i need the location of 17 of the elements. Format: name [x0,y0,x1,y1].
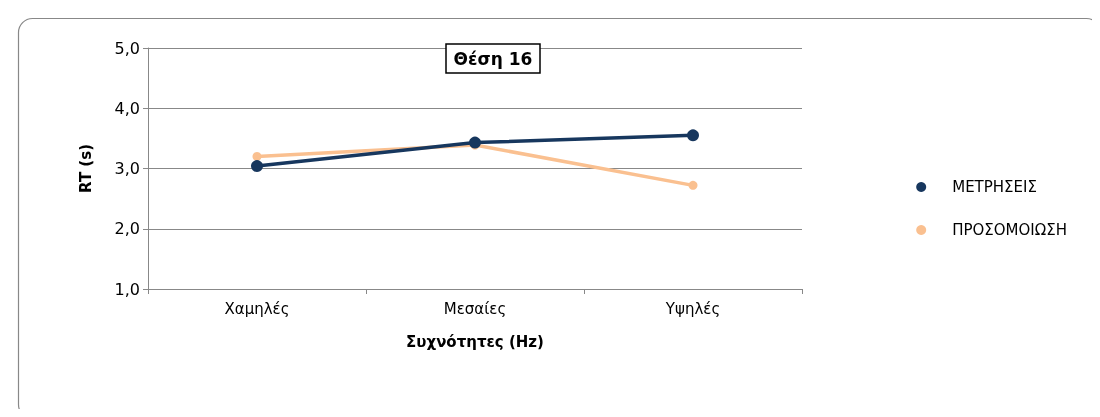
legend-label: ΠΡΟΣΟΜΟΙΩΣΗ [952,221,1068,239]
point [469,136,481,149]
point [251,160,263,173]
chart-title: Θέση 16 [453,48,533,69]
point [687,129,699,142]
y-tick-label: 1,0 [114,279,140,299]
y-axis-title: RT (s) [76,144,95,193]
x-tick-label: Μεσαίες [443,299,507,318]
point [688,180,698,190]
x-axis-title: Συχνότητες (Hz) [406,332,544,351]
legend-label: ΜΕΤΡΗΣΕΙΣ [952,178,1037,196]
x-tick-label: Χαμηλές [224,299,290,318]
y-tick-label: 4,0 [114,98,140,118]
y-tick-label: 3,0 [114,159,140,178]
y-tick-label: 2,0 [114,219,140,239]
x-tick-label: Υψηλές [664,299,721,318]
y-tick-label: 5,0 [114,38,140,58]
